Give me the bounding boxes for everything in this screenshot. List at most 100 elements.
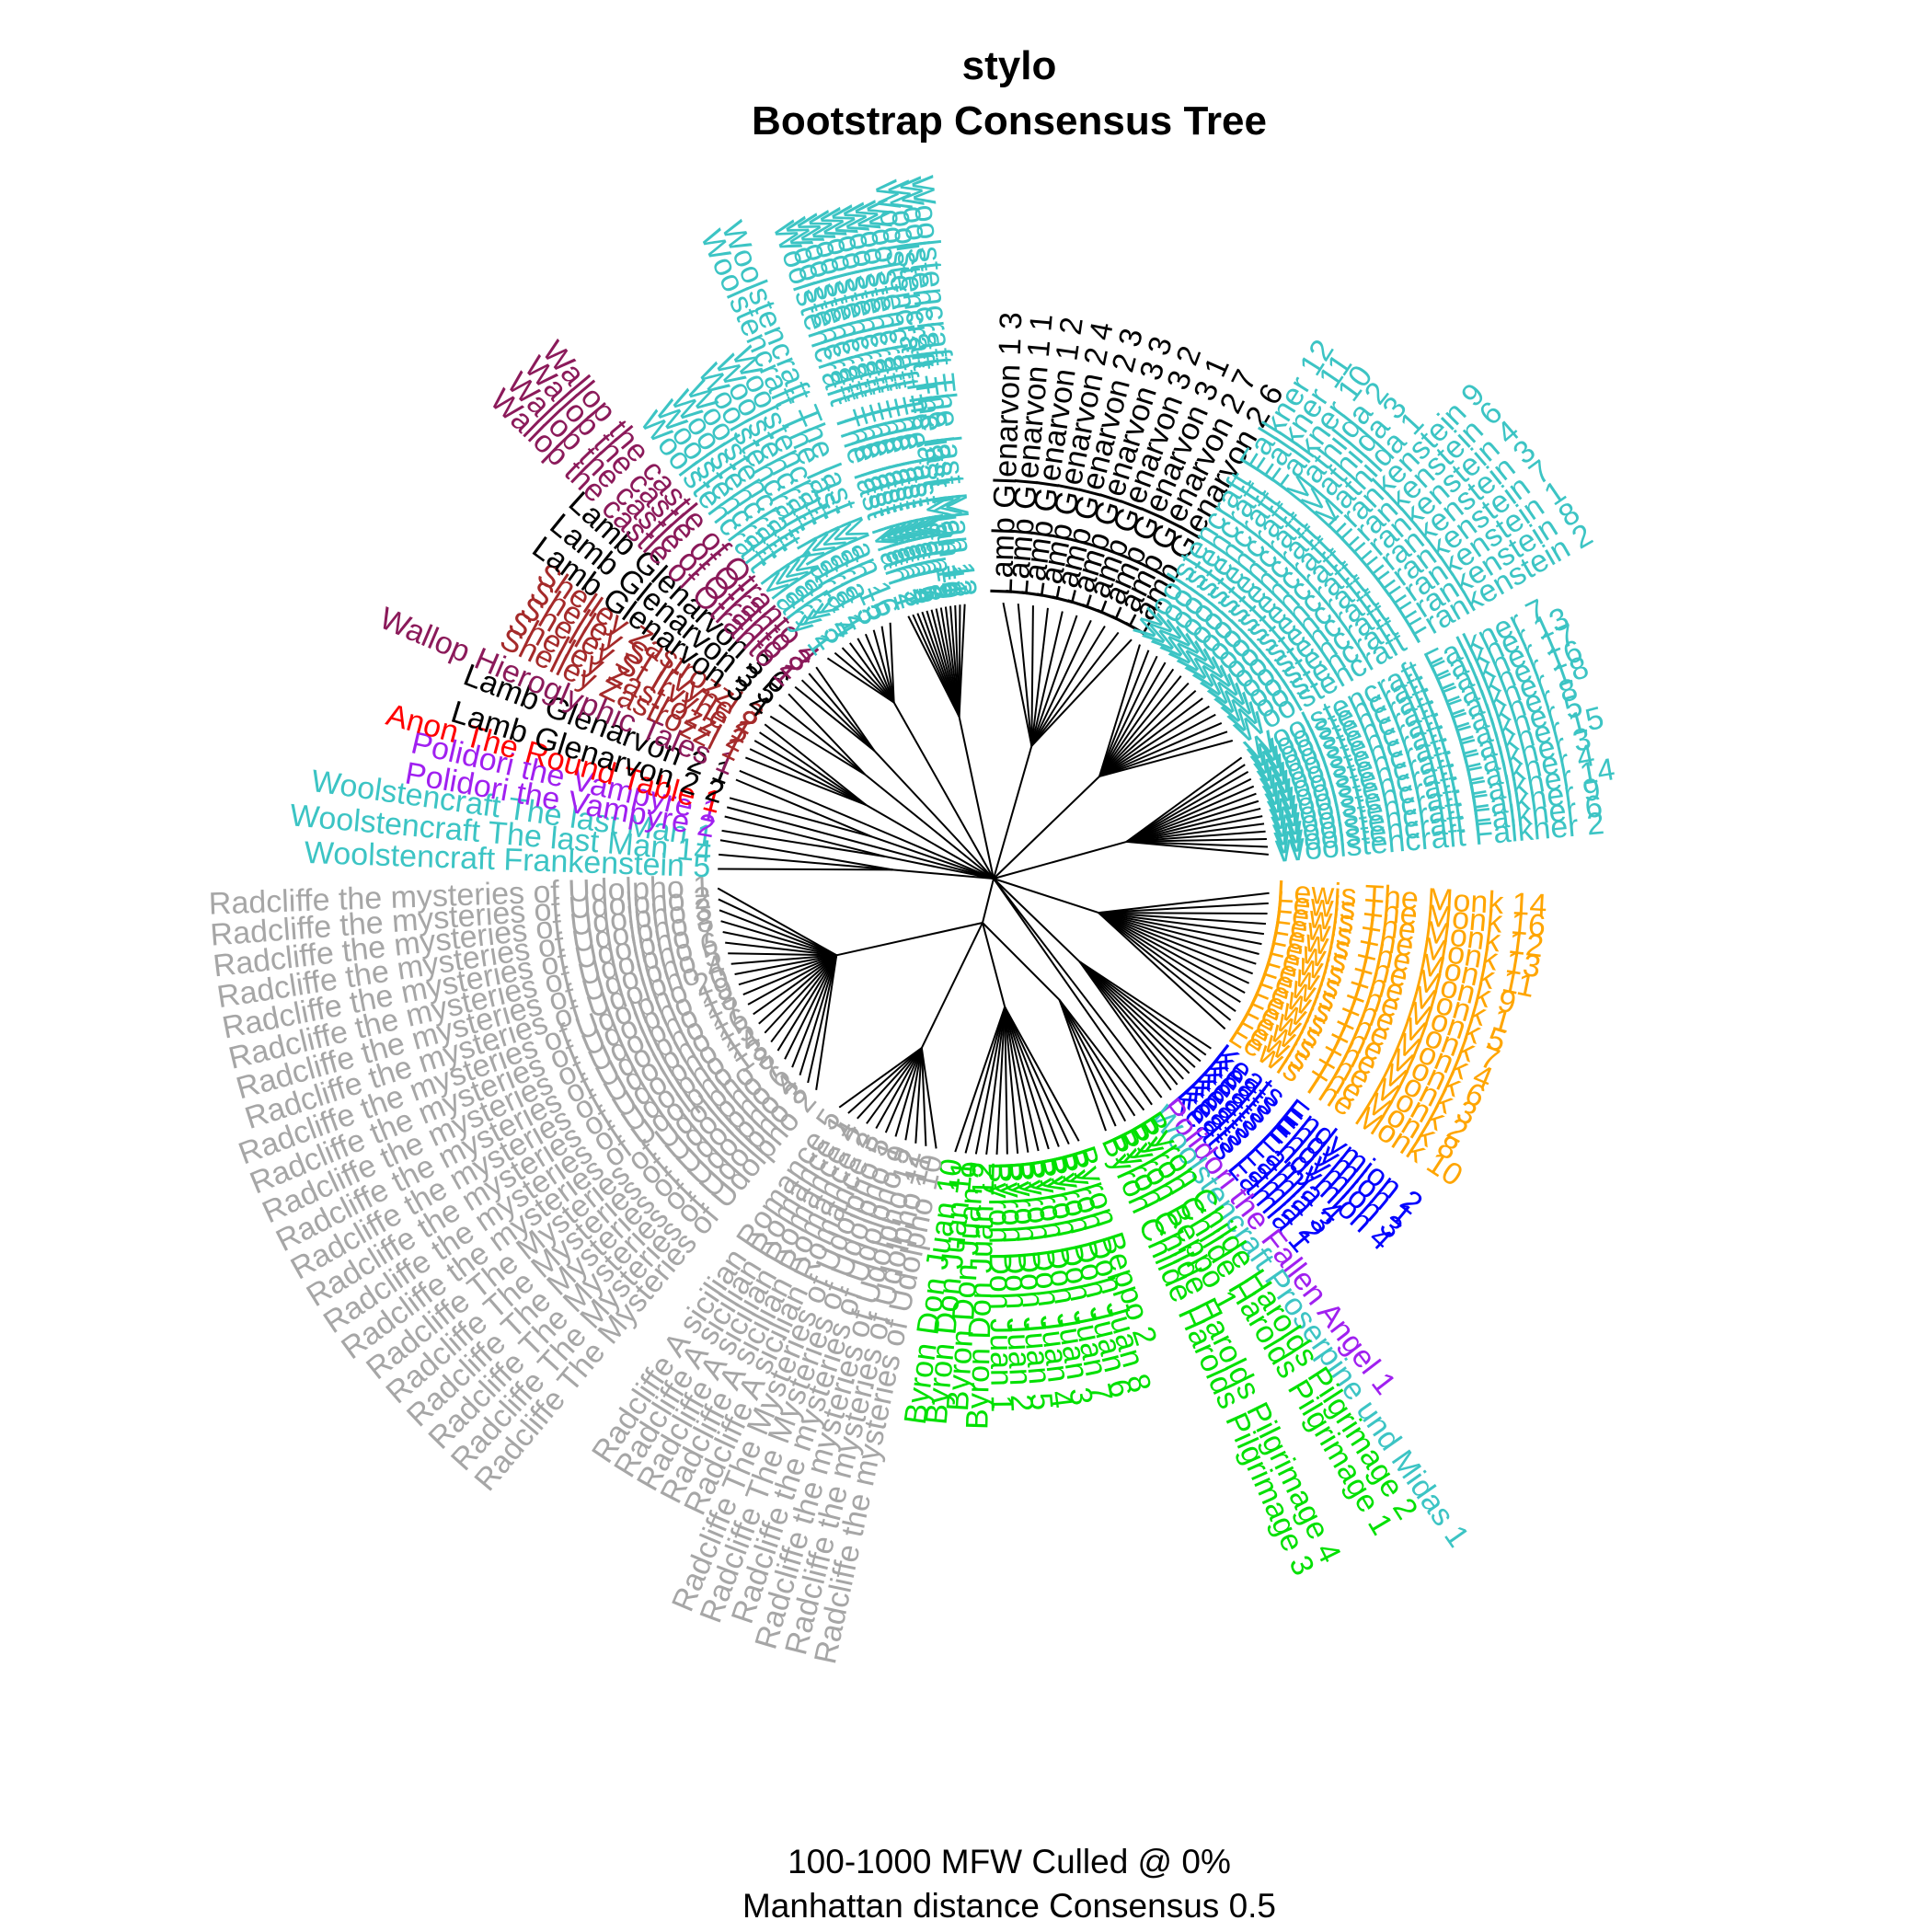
- tree-edge-leaf: [1126, 807, 1261, 843]
- tree-edge-wallop-castle: [873, 750, 995, 880]
- tree-edge-leaf: [815, 666, 876, 752]
- tree-edge-leaf: [1030, 619, 1092, 747]
- tree-edge-frankenstein-mathilda: [993, 776, 1100, 880]
- tree-edge-lewis: [993, 878, 1099, 914]
- tree-edge-leaf: [1030, 625, 1106, 747]
- tree-edge-leaf: [734, 954, 837, 975]
- tree-edge-leaf: [1098, 912, 1254, 975]
- figure-title-line-1: stylo: [962, 43, 1057, 88]
- tree-edge-leaf: [1058, 999, 1145, 1111]
- tree-edge-leaf: [788, 693, 866, 776]
- tree-edge-leaf: [920, 1047, 937, 1149]
- tree-edge-leaf: [726, 806, 879, 849]
- tree-edge-leaf: [770, 954, 838, 1043]
- tree-edge-leaf: [799, 954, 838, 1076]
- tree-edge-leaf: [1098, 668, 1175, 777]
- tree-edge-leaf: [841, 647, 895, 704]
- tree-edge-leaf: [1078, 960, 1190, 1075]
- tree-edge-leaf: [1030, 615, 1078, 747]
- tree-edge-leaf: [920, 1048, 927, 1146]
- tree-edge-leaf: [800, 679, 876, 752]
- tree-edge-leaf: [1078, 960, 1184, 1080]
- tree-edge-leaf: [954, 1006, 1006, 1153]
- tree-edge-leaf: [738, 954, 837, 986]
- tree-edge-leaf: [826, 657, 895, 704]
- tree-edge-leaf: [729, 797, 872, 838]
- tree-edge-leaf: [847, 1047, 923, 1114]
- tree-edge-leaf: [857, 1047, 923, 1120]
- tree-edge-leaf: [1078, 960, 1172, 1091]
- tree-edge-leaf: [872, 629, 895, 703]
- tree-edge-leaf: [718, 898, 837, 957]
- tree-edge-leaf: [958, 604, 966, 717]
- tree-edge-leaf: [1098, 912, 1236, 1012]
- tree-edge-polidori-vampyre: [885, 856, 995, 880]
- tree-edge-leaf: [1098, 682, 1190, 777]
- tree-edge-falkner: [993, 840, 1127, 880]
- tree-edge-leaf: [1002, 602, 1033, 747]
- tree-edge-leaf: [1078, 960, 1196, 1068]
- tree-edge-leaf: [1004, 1006, 1019, 1154]
- tree-edge-leaf: [1078, 960, 1207, 1056]
- tree-edge-leaf: [1126, 792, 1257, 843]
- tree-edge-leaf: [739, 769, 868, 826]
- tree-edge-leaf: [794, 685, 876, 752]
- tree-edge-left-mixed: [892, 868, 995, 880]
- tree-edge-proserpine: [993, 878, 1069, 985]
- tree-edge-leaf: [1030, 607, 1049, 746]
- tree-edge-leaf: [904, 1047, 923, 1141]
- tree-edge-wallop-hieroglyphic: [866, 823, 995, 880]
- tree-edge-leaf: [759, 731, 867, 806]
- tree-edge-leaf: [1126, 771, 1249, 843]
- tree-edge-leaf: [1126, 799, 1259, 843]
- tree-edge-leaf: [875, 1047, 923, 1129]
- tree-edge-leaf: [1004, 1006, 1060, 1147]
- tree-edge-byron-childe: [982, 922, 1061, 1001]
- tree-edge-leaf: [834, 651, 895, 704]
- tree-edge-leaf: [1098, 902, 1269, 914]
- tree-edge-leaf: [1098, 721, 1223, 777]
- tree-edge-leaf: [1004, 1006, 1080, 1142]
- tree-edge-leaf: [1058, 999, 1117, 1127]
- tree-edge-leaf: [1098, 912, 1226, 1030]
- tree-edge-leaf: [889, 622, 895, 703]
- tree-edge-leaf: [808, 673, 876, 752]
- tree-edge-radcliffe-sicilian: [920, 922, 983, 1049]
- tree-edge-leaf: [1030, 605, 1034, 746]
- tree-edge-leaf: [1126, 815, 1263, 843]
- leaf-label: Byron Don Juan 12: [960, 1161, 1002, 1430]
- tree-edge-leaf: [730, 954, 837, 965]
- tree-edge-leaf: [880, 626, 895, 703]
- tree-edge-leaf: [749, 748, 867, 806]
- tree-edge-lamb-left: [871, 835, 995, 880]
- tree-edge-leaf: [719, 839, 893, 871]
- tree-edge-leaf: [985, 1006, 1006, 1156]
- tree-edge-leaf: [724, 815, 886, 858]
- tree-edge-lamb-left-2: [864, 773, 995, 880]
- tree-edge-leaf: [864, 633, 895, 703]
- tree-edge-leaf: [1098, 655, 1158, 777]
- tree-edge-leaf: [784, 954, 838, 1060]
- tree-edge-leaf: [776, 954, 838, 1052]
- footer-line-1: 100-1000 MFW Culled @ 0%: [788, 1843, 1231, 1880]
- tree-edge-woolstencraft-top: [958, 716, 995, 880]
- tree-edge-leaf: [1098, 730, 1228, 777]
- tree-edge-leaf: [758, 954, 837, 1025]
- tree-edge-leaf: [753, 954, 837, 1016]
- tree-edge-leaf: [1126, 785, 1255, 843]
- tree-edge-leaf: [974, 1006, 1006, 1155]
- tree-edge-leaf: [1098, 912, 1241, 1004]
- tree-edge-leaf: [1098, 912, 1259, 955]
- tree-edge-leaf: [1098, 912, 1246, 994]
- tree-edge-leaf: [849, 642, 895, 704]
- tree-edge-byron-don-juan: [982, 922, 1006, 1007]
- tree-edge-leaf: [964, 1006, 1006, 1154]
- tree-edge-leaf: [1098, 644, 1141, 777]
- tree-edge-leaf: [1058, 999, 1107, 1132]
- tree-edge-leaf: [1098, 705, 1210, 777]
- tree-edge-leaf: [914, 1048, 923, 1144]
- tree-edge-leaf: [742, 954, 837, 996]
- tree-edge-leaf: [838, 1047, 923, 1109]
- tree-edge-leaf: [725, 941, 837, 957]
- tree-edge-leaf: [1098, 912, 1267, 926]
